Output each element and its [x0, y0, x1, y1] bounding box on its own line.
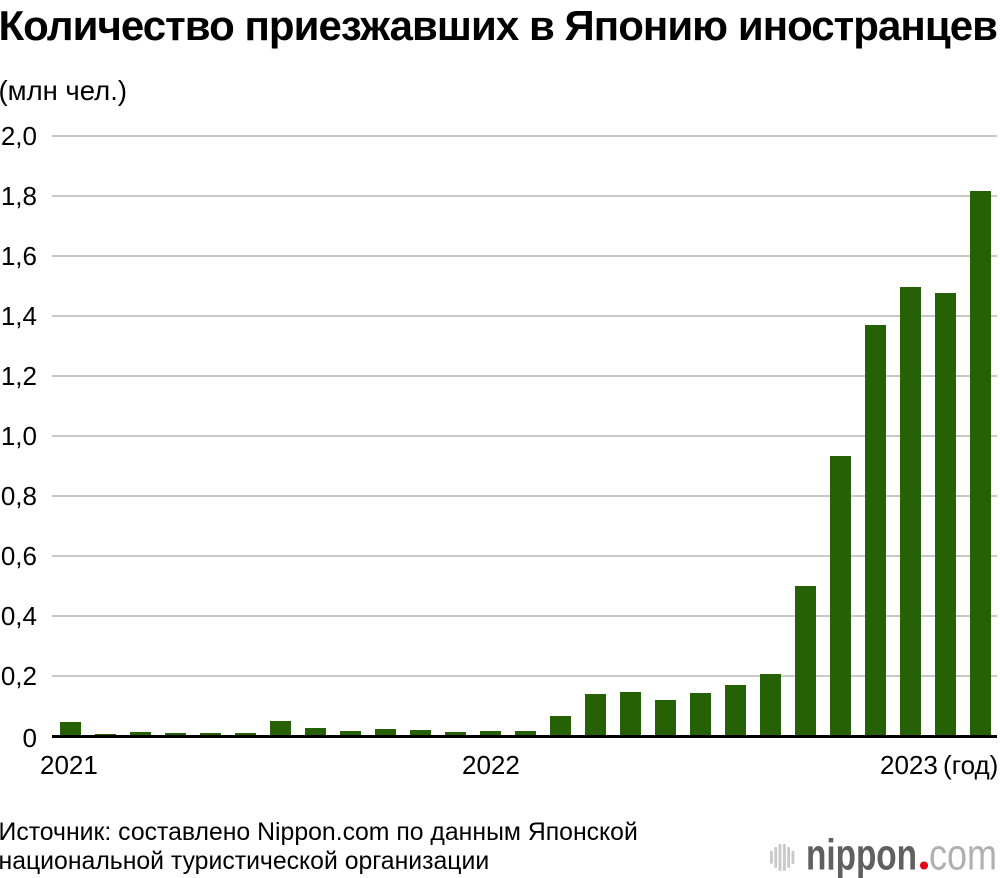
svg-text:nippon: nippon — [806, 835, 917, 878]
svg-text:com: com — [929, 835, 997, 878]
